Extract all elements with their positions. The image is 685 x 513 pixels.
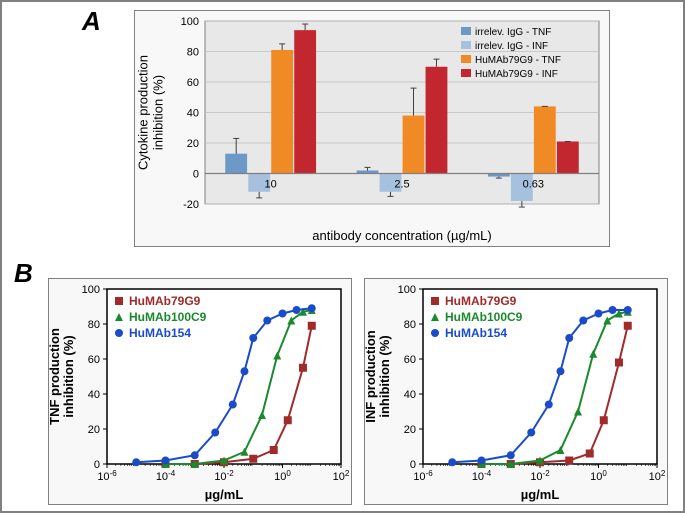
svg-text:20: 20 <box>404 424 416 436</box>
svg-text:HuMAb79G9: HuMAb79G9 <box>445 294 517 308</box>
svg-text:10: 10 <box>265 179 277 191</box>
svg-text:40: 40 <box>88 389 100 401</box>
svg-text:-20: -20 <box>183 199 199 211</box>
svg-text:HuMAb154: HuMAb154 <box>129 326 191 340</box>
svg-text:10-6: 10-6 <box>97 469 117 484</box>
svg-text:10-4: 10-4 <box>156 469 176 484</box>
line-chart-inf: 02040608010010-610-410-2100102INF produc… <box>364 278 668 505</box>
svg-text:HuMAb100C9: HuMAb100C9 <box>445 310 523 324</box>
svg-text:102: 102 <box>333 469 350 484</box>
svg-text:inhibition (%): inhibition (%) <box>61 335 76 417</box>
svg-text:80: 80 <box>404 319 416 331</box>
svg-text:80: 80 <box>187 47 199 59</box>
svg-text:antibody concentration (µg/mL): antibody concentration (µg/mL) <box>312 228 491 243</box>
panel-label-b: B <box>14 258 33 289</box>
svg-text:10-4: 10-4 <box>472 469 492 484</box>
svg-text:inhibition (%): inhibition (%) <box>151 75 166 150</box>
svg-text:20: 20 <box>187 138 199 150</box>
svg-text:100: 100 <box>398 284 416 296</box>
svg-text:20: 20 <box>88 424 100 436</box>
svg-text:0: 0 <box>410 459 416 471</box>
svg-text:100: 100 <box>181 16 199 28</box>
svg-text:HuMAb100C9: HuMAb100C9 <box>129 310 207 324</box>
svg-text:HuMAb154: HuMAb154 <box>445 326 507 340</box>
svg-text:100: 100 <box>82 284 100 296</box>
svg-text:Cytokine production: Cytokine production <box>136 55 151 170</box>
svg-text:irrelev. IgG - INF: irrelev. IgG - INF <box>475 41 548 52</box>
svg-text:60: 60 <box>88 354 100 366</box>
bar-chart: -20 0 20 40 60 80 100 10 2.5 0.63 Cytokine product… <box>134 10 610 247</box>
panel-label-a: A <box>82 6 101 37</box>
svg-text:102: 102 <box>649 469 666 484</box>
svg-text:HuMAb79G9 - TNF: HuMAb79G9 - TNF <box>475 55 561 66</box>
svg-text:irrelev. IgG - TNF: irrelev. IgG - TNF <box>475 27 551 38</box>
svg-text:0: 0 <box>94 459 100 471</box>
line-chart-tnf: 02040608010010-610-410-2100102TNF produc… <box>48 278 352 505</box>
svg-text:µg/mL: µg/mL <box>205 487 244 502</box>
svg-text:0.63: 0.63 <box>523 179 544 191</box>
svg-text:40: 40 <box>404 389 416 401</box>
svg-text:inhibition (%): inhibition (%) <box>377 335 392 417</box>
svg-text:60: 60 <box>404 354 416 366</box>
svg-text:80: 80 <box>88 319 100 331</box>
svg-text:40: 40 <box>187 108 199 120</box>
svg-text:10-6: 10-6 <box>413 469 433 484</box>
svg-text:100: 100 <box>590 469 607 484</box>
svg-text:HuMAb79G9 - INF: HuMAb79G9 - INF <box>475 69 558 80</box>
svg-text:60: 60 <box>187 77 199 89</box>
svg-text:2.5: 2.5 <box>394 179 409 191</box>
svg-text:100: 100 <box>274 469 291 484</box>
svg-text:0: 0 <box>193 169 199 181</box>
svg-text:HuMAb79G9: HuMAb79G9 <box>129 294 201 308</box>
svg-text:10-2: 10-2 <box>214 469 234 484</box>
svg-text:10-2: 10-2 <box>530 469 550 484</box>
svg-text:µg/mL: µg/mL <box>521 487 560 502</box>
